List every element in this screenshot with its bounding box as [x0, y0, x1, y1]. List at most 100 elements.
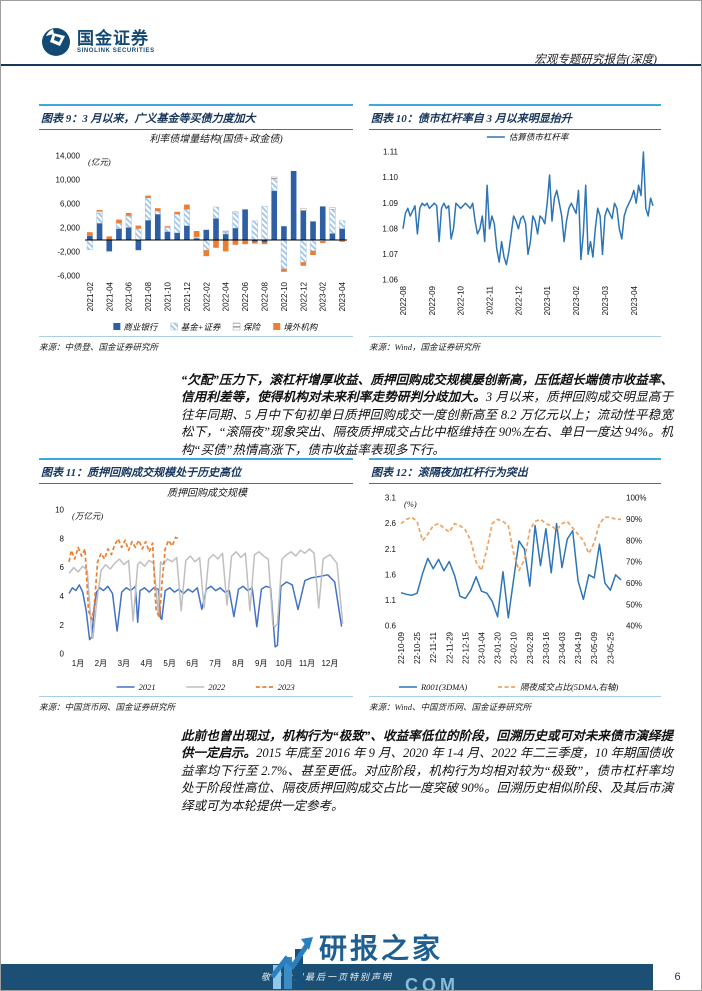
svg-text:5月: 5月 — [163, 659, 175, 668]
svg-text:2021-06: 2021-06 — [125, 281, 134, 311]
svg-text:60%: 60% — [626, 579, 642, 588]
svg-text:90%: 90% — [626, 515, 642, 524]
svg-text:1.06: 1.06 — [382, 276, 398, 285]
figure-11-panel: 图表 11：质押回购成交规模处于历史高位 质押回购成交规模 (万亿元) 10 8 6 4 2… — [39, 458, 353, 713]
svg-text:22-10-09: 22-10-09 — [397, 631, 406, 664]
svg-text:2023-01: 2023-01 — [543, 285, 552, 315]
svg-text:4月: 4月 — [140, 659, 152, 668]
svg-text:2023-02: 2023-02 — [319, 281, 328, 311]
figure-10-panel: 图表 10：债市杠杆率自 3 月以来明显抬升 1.11 1.10 1.09 1.08 1… — [369, 104, 661, 353]
svg-text:1.07: 1.07 — [382, 250, 398, 259]
figure-9-title: 图表 9：3 月以来，广义基金等买债力度加大 — [39, 104, 353, 130]
svg-text:23-05-09: 23-05-09 — [590, 631, 599, 664]
brand-name-en: SINOLINK SECURITIES — [77, 48, 155, 54]
paragraph-history-review: 此前也曾出现过，机构行为“极致”、收益率低位的阶段，回溯历史或可对未来债市演绎提… — [181, 728, 673, 815]
svg-text:2022-10: 2022-10 — [280, 281, 289, 311]
svg-text:2,000: 2,000 — [60, 224, 81, 233]
figure-9-bar-chart: 利率债增量结构(国债+政金债) (亿元) 14,000 10,000 6,000 2,00… — [56, 133, 348, 332]
svg-text:2022-12: 2022-12 — [514, 285, 523, 315]
svg-text:1.1: 1.1 — [385, 596, 397, 605]
svg-text:10月: 10月 — [276, 659, 293, 668]
svg-text:1.11: 1.11 — [383, 148, 399, 157]
svg-text:2021-12: 2021-12 — [183, 281, 192, 311]
paragraph-bold-lead: 此前也曾出现过，机构行为“极致”、收益率低位的阶段，回溯历史或可对未来债市演绎提… — [181, 729, 673, 761]
svg-text:2: 2 — [60, 621, 65, 630]
paragraph-bold-lead: “欠配”压力下，滚杠杆增厚收益、质押回购成交规模屡创新高，压低超长端债市收益率、… — [181, 373, 673, 405]
svg-text:2.1: 2.1 — [385, 545, 397, 554]
figure-9-source: 来源：中债登、国金证券研究所 — [39, 336, 353, 353]
svg-text:2022-09: 2022-09 — [428, 285, 437, 315]
svg-text:40%: 40% — [626, 622, 642, 631]
svg-text:(%): (%) — [404, 499, 417, 509]
figure-10-title: 图表 10：债市杠杆率自 3 月以来明显抬升 — [369, 104, 661, 130]
svg-text:基金+证券: 基金+证券 — [181, 322, 222, 332]
svg-text:境外机构: 境外机构 — [283, 322, 319, 332]
svg-text:9月: 9月 — [255, 659, 267, 668]
svg-text:8: 8 — [60, 534, 65, 543]
svg-text:6月: 6月 — [186, 659, 198, 668]
svg-text:R001(3DMA): R001(3DMA) — [420, 682, 467, 692]
svg-text:6,000: 6,000 — [60, 200, 81, 209]
svg-text:隔夜成交占比(5DMA,右轴): 隔夜成交占比(5DMA,右轴) — [520, 682, 619, 692]
svg-text:70%: 70% — [626, 558, 642, 567]
svg-text:2023-02: 2023-02 — [572, 285, 581, 315]
paragraph-body: 3 月以来，质押回购成交明显高于往年同期、5 月中下旬初单日质押回购成交一度创新… — [181, 390, 673, 457]
svg-text:2022-11: 2022-11 — [486, 285, 495, 314]
svg-text:10: 10 — [55, 506, 64, 515]
svg-text:2021: 2021 — [139, 682, 156, 692]
svg-text:2月: 2月 — [95, 659, 107, 668]
svg-text:估算债市杠杆率: 估算债市杠杆率 — [509, 132, 570, 142]
svg-text:质押回购成交规模: 质押回购成交规模 — [167, 487, 249, 499]
svg-text:23-04-03: 23-04-03 — [558, 631, 567, 664]
svg-text:23-02-10: 23-02-10 — [510, 631, 519, 664]
figure-11-line-chart: 质押回购成交规模 (万亿元) 10 8 6 4 2 0 1月 2月 3月 4月 5月 6月 7月 8月 9月 10… — [55, 487, 344, 692]
svg-text:-2,000: -2,000 — [57, 248, 80, 257]
header-divider — [1, 64, 701, 66]
svg-text:0.6: 0.6 — [385, 622, 397, 631]
svg-text:2021-08: 2021-08 — [144, 281, 153, 311]
watermark: 研报之家 COM — [271, 935, 455, 990]
svg-text:-6,000: -6,000 — [57, 272, 80, 281]
footer-bar: 敬请参阅最后一页特别声明 — [1, 964, 653, 990]
svg-text:2022-10: 2022-10 — [457, 285, 466, 315]
svg-text:80%: 80% — [626, 536, 642, 545]
figure-12-dual-axis-chart: (%) 3.1 2.6 2.1 1.6 1.1 0.6 100% 90% 80% 70% 60% 50%… — [385, 494, 647, 692]
logo-text: 国金证券 SINOLINK SECURITIES — [77, 30, 155, 55]
figure-11-source: 来源：中国货币网、国金证券研究所 — [39, 696, 353, 713]
figure-9-panel: 图表 9：3 月以来，广义基金等买债力度加大 利率债增量结构(国债+政金债) (亿… — [39, 104, 353, 353]
svg-text:23-01-04: 23-01-04 — [477, 631, 486, 664]
svg-text:2023-04: 2023-04 — [338, 281, 347, 311]
svg-text:2023: 2023 — [278, 682, 295, 692]
svg-text:2021-02: 2021-02 — [86, 281, 95, 311]
svg-text:2023-03: 2023-03 — [601, 285, 610, 315]
svg-text:2.6: 2.6 — [385, 519, 397, 528]
svg-text:2022-04: 2022-04 — [222, 281, 231, 311]
svg-text:23-03-16: 23-03-16 — [542, 631, 551, 664]
sinolink-logo-icon — [42, 28, 70, 56]
svg-text:22-11-11: 22-11-11 — [429, 631, 438, 662]
svg-text:2022-06: 2022-06 — [241, 281, 250, 311]
svg-text:2022-08: 2022-08 — [399, 285, 408, 315]
svg-text:1.10: 1.10 — [382, 173, 398, 182]
svg-text:1.6: 1.6 — [385, 570, 397, 579]
svg-text:22-12-15: 22-12-15 — [461, 631, 470, 664]
svg-text:(亿元): (亿元) — [88, 157, 111, 167]
svg-text:2022-02: 2022-02 — [202, 281, 211, 311]
svg-text:4: 4 — [60, 592, 65, 601]
svg-text:商业银行: 商业银行 — [123, 322, 159, 332]
svg-text:1月: 1月 — [72, 659, 84, 668]
footer-disclaimer: 敬请参阅最后一页特别声明 — [260, 972, 393, 982]
svg-text:2022-08: 2022-08 — [261, 281, 270, 311]
watermark-suffix: COM — [405, 975, 459, 991]
svg-text:2021-10: 2021-10 — [163, 281, 172, 311]
paragraph-body: 2015 年底至 2016 年 9 月、2020 年 1-4 月、2022 年二… — [181, 746, 673, 813]
svg-text:(万亿元): (万亿元) — [72, 511, 103, 521]
svg-text:23-04-19: 23-04-19 — [574, 631, 583, 664]
svg-text:10,000: 10,000 — [56, 176, 81, 185]
page-number: 6 — [653, 964, 701, 990]
svg-text:2022-12: 2022-12 — [299, 281, 308, 311]
svg-text:11月: 11月 — [299, 659, 315, 668]
figure-12-panel: 图表 12：滚隔夜加杠杆行为突出 (%) 3.1 2.6 2.1 1.6 1.1 0.6 10… — [369, 458, 661, 713]
